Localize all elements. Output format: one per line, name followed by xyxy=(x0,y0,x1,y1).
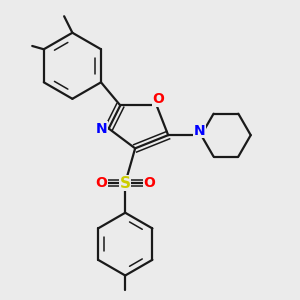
Text: O: O xyxy=(95,176,107,190)
Text: N: N xyxy=(194,124,205,137)
Text: O: O xyxy=(152,92,164,106)
Text: O: O xyxy=(143,176,155,190)
Text: N: N xyxy=(96,122,107,136)
Text: S: S xyxy=(120,176,131,190)
